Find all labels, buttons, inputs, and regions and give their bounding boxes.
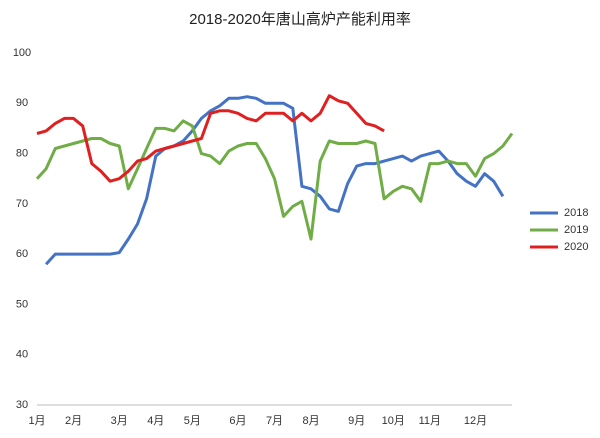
x-tick-label: 8月 — [302, 415, 319, 427]
x-tick-label: 12月 — [464, 415, 487, 427]
chart-title: 2018-2020年唐山高炉产能利用率 — [189, 11, 411, 28]
x-tick-label: 1月 — [28, 415, 45, 427]
x-tick-label: 9月 — [348, 415, 365, 427]
x-tick-label: 4月 — [147, 415, 164, 427]
y-tick-label: 40 — [16, 349, 28, 361]
y-tick-label: 80 — [16, 147, 28, 159]
series-line — [35, 119, 514, 241]
x-tick-label: 3月 — [111, 415, 128, 427]
y-tick-label: 30 — [16, 399, 28, 411]
legend-label: 2018 — [564, 207, 588, 219]
x-tick-label: 10月 — [382, 415, 405, 427]
y-tick-label: 100 — [13, 47, 31, 59]
series-line — [36, 94, 385, 183]
x-tick-label: 2月 — [65, 415, 82, 427]
x-tick-label: 11月 — [419, 415, 441, 427]
y-tick-label: 70 — [16, 198, 28, 210]
legend-label: 2019 — [564, 224, 588, 236]
x-tick-label: 6月 — [229, 415, 246, 427]
y-tick-label: 60 — [16, 248, 28, 260]
x-tick-label: 5月 — [184, 415, 201, 427]
y-tick-label: 50 — [16, 298, 28, 310]
y-tick-label: 90 — [16, 97, 28, 109]
series-line — [44, 95, 505, 266]
legend-label: 2020 — [564, 241, 588, 253]
x-tick-label: 7月 — [266, 415, 283, 427]
